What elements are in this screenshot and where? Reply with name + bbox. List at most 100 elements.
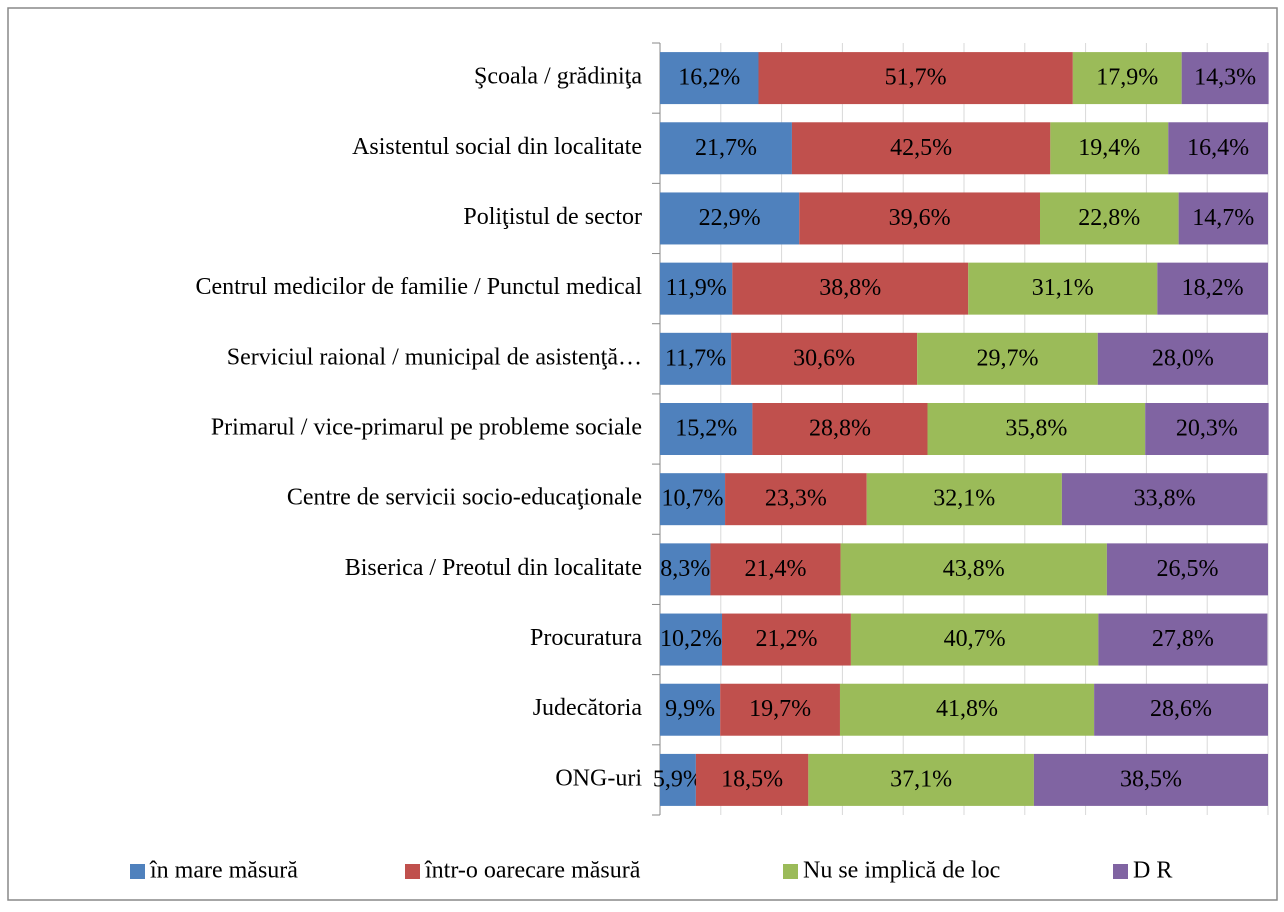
- bar-segment: [660, 262, 733, 315]
- y-tick-label: Şcoala / grădiniţa: [474, 64, 642, 90]
- bar-segment: [1145, 403, 1269, 455]
- data-label: 51,7%: [885, 65, 947, 91]
- bar-segment: [720, 683, 840, 736]
- data-label: 43,8%: [943, 556, 1005, 582]
- bar-segment: [799, 192, 1040, 245]
- data-label: 39,6%: [889, 205, 951, 231]
- data-label: 8,3%: [660, 556, 710, 582]
- data-label: 16,2%: [678, 65, 740, 91]
- y-tick-label: Biserica / Preotul din localitate: [345, 555, 642, 581]
- bar-segment: [1061, 473, 1268, 526]
- data-label: 11,9%: [666, 275, 727, 301]
- legend-label: Nu se implică de loc: [803, 858, 1000, 884]
- bar-segment: [725, 473, 867, 526]
- data-label: 16,4%: [1187, 135, 1249, 161]
- y-tick-label: Serviciul raional / municipal de asisten…: [227, 344, 642, 370]
- data-label: 38,5%: [1120, 766, 1182, 792]
- bar-segment: [1098, 613, 1268, 666]
- bar-segment: [710, 543, 841, 596]
- data-label: 17,9%: [1096, 65, 1158, 91]
- data-label: 40,7%: [944, 626, 1006, 652]
- bar-segment: [1168, 122, 1268, 175]
- data-label: 19,4%: [1078, 135, 1140, 161]
- data-label: 15,2%: [675, 416, 737, 442]
- bar-segment: [1094, 683, 1268, 736]
- data-label: 38,8%: [819, 275, 881, 301]
- data-label: 21,2%: [755, 626, 817, 652]
- legend-swatch: [783, 864, 798, 879]
- bar-segment: [660, 543, 711, 596]
- data-label: 10,2%: [660, 626, 722, 652]
- bar-segment: [839, 683, 1095, 736]
- bar-segment: [808, 753, 1034, 806]
- bar-segment: [660, 613, 723, 666]
- data-label: 21,4%: [745, 556, 807, 582]
- data-label: 9,9%: [665, 696, 715, 722]
- data-label: 37,1%: [890, 766, 952, 792]
- bar-segment: [1181, 52, 1269, 105]
- bar-segment: [660, 403, 753, 455]
- y-tick-label: Primarul / vice-primarul pe probleme soc…: [211, 415, 642, 441]
- legend-label: D R: [1133, 858, 1172, 884]
- bar-segment: [1072, 52, 1182, 105]
- data-label: 31,1%: [1032, 275, 1094, 301]
- data-label: 5,9%: [653, 766, 703, 792]
- legend-swatch: [1113, 864, 1128, 879]
- legend-swatch: [405, 864, 420, 879]
- data-label: 22,9%: [699, 205, 761, 231]
- legend-swatch: [130, 864, 145, 879]
- bar-segment: [840, 543, 1107, 596]
- y-tick-label: ONG-uri: [555, 765, 642, 791]
- bar-segment: [660, 332, 732, 385]
- data-label: 28,0%: [1152, 345, 1214, 371]
- data-label: 10,7%: [662, 486, 724, 512]
- bar-segment: [752, 403, 928, 455]
- y-tick-label: Judecătoria: [533, 695, 643, 721]
- bar-segment: [917, 332, 1098, 385]
- bar-segment: [850, 613, 1099, 666]
- bar-segment: [722, 613, 851, 666]
- data-label: 18,2%: [1182, 275, 1244, 301]
- bar-segment: [1040, 192, 1179, 245]
- bar-segment: [968, 262, 1158, 315]
- bar-segment: [1033, 753, 1268, 806]
- data-label: 35,8%: [1005, 416, 1067, 442]
- data-label: 28,8%: [809, 416, 871, 442]
- data-label: 14,3%: [1194, 65, 1256, 91]
- data-label: 27,8%: [1152, 626, 1214, 652]
- bar-segment: [731, 332, 918, 385]
- data-label: 20,3%: [1176, 416, 1238, 442]
- bar-segment: [927, 403, 1146, 455]
- y-tick-label: Centre de servicii socio-educaţionale: [287, 485, 642, 511]
- data-label: 33,8%: [1134, 486, 1196, 512]
- data-label: 29,7%: [976, 345, 1038, 371]
- bar-segment: [791, 122, 1051, 175]
- y-tick-label: Poliţistul de sector: [463, 204, 642, 230]
- data-label: 14,7%: [1192, 205, 1254, 231]
- bar-segment: [732, 262, 969, 315]
- bar-segment: [1050, 122, 1169, 175]
- y-tick-label: Centrul medicilor de familie / Punctul m…: [195, 274, 642, 300]
- data-label: 23,3%: [765, 486, 827, 512]
- bar-segment: [866, 473, 1062, 526]
- data-label: 19,7%: [749, 696, 811, 722]
- data-label: 42,5%: [890, 135, 952, 161]
- bar-segment: [758, 52, 1073, 105]
- bar-segment: [660, 473, 726, 526]
- bar-segment: [1157, 262, 1268, 315]
- data-label: 21,7%: [695, 135, 757, 161]
- legend-label: într-o oarecare măsură: [424, 858, 641, 884]
- bar-segment: [1106, 543, 1268, 596]
- bar-segment: [660, 753, 696, 806]
- legend-label: în mare măsură: [149, 858, 298, 884]
- data-label: 26,5%: [1156, 556, 1218, 582]
- data-label: 30,6%: [793, 345, 855, 371]
- bar-segment: [660, 52, 759, 105]
- data-label: 11,7%: [665, 345, 726, 371]
- data-label: 22,8%: [1078, 205, 1140, 231]
- data-label: 28,6%: [1150, 696, 1212, 722]
- y-tick-label: Procuratura: [530, 625, 642, 651]
- bar-segment: [695, 753, 809, 806]
- bar-segment: [660, 683, 721, 736]
